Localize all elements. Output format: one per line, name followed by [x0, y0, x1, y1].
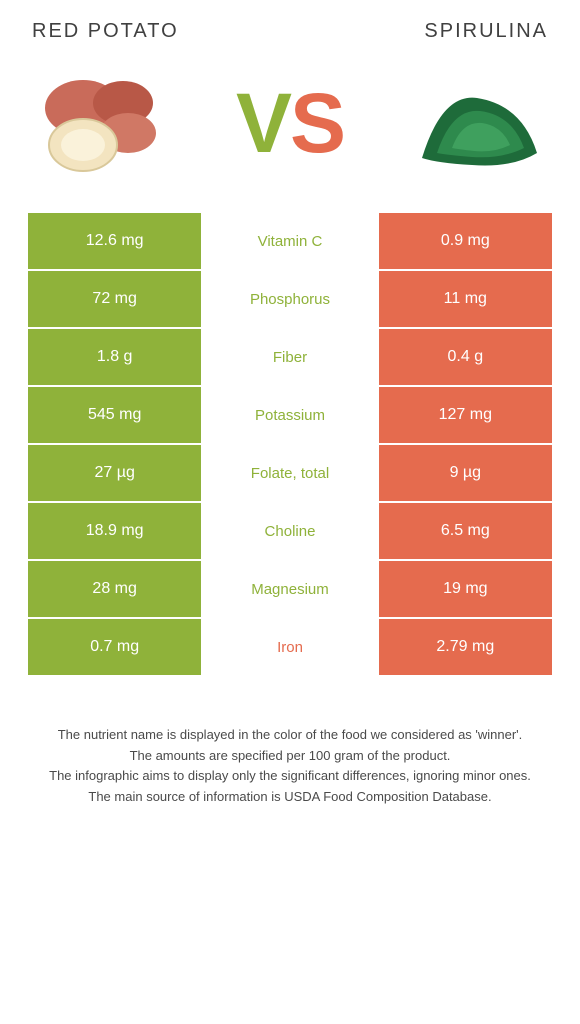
nutrient-table: 12.6 mgVitamin C0.9 mg72 mgPhosphorus11 …: [28, 213, 552, 675]
right-value: 2.79 mg: [379, 619, 552, 675]
nutrient-name: Potassium: [203, 387, 376, 443]
nutrient-name: Phosphorus: [203, 271, 376, 327]
right-value: 9 µg: [379, 445, 552, 501]
nutrient-row: 72 mgPhosphorus11 mg: [28, 271, 552, 327]
right-value: 127 mg: [379, 387, 552, 443]
nutrient-row: 0.7 mgIron2.79 mg: [28, 619, 552, 675]
nutrient-name: Vitamin C: [203, 213, 376, 269]
title-row: RED POTATO SPIRULINA: [28, 20, 552, 53]
nutrient-name: Fiber: [203, 329, 376, 385]
left-value: 1.8 g: [28, 329, 201, 385]
nutrient-row: 18.9 mgCholine6.5 mg: [28, 503, 552, 559]
right-value: 0.4 g: [379, 329, 552, 385]
footnote-line: The amounts are specified per 100 gram o…: [34, 746, 546, 766]
footnote-line: The main source of information is USDA F…: [34, 787, 546, 807]
vs-label: V S: [236, 81, 344, 165]
left-value: 27 µg: [28, 445, 201, 501]
spirulina-image: [402, 63, 552, 183]
left-value: 0.7 mg: [28, 619, 201, 675]
nutrient-row: 28 mgMagnesium19 mg: [28, 561, 552, 617]
left-value: 12.6 mg: [28, 213, 201, 269]
right-food-title: SPIRULINA: [424, 20, 548, 43]
hero-row: V S: [28, 53, 552, 213]
footnote-line: The infographic aims to display only the…: [34, 766, 546, 786]
right-value: 0.9 mg: [379, 213, 552, 269]
nutrient-name: Iron: [203, 619, 376, 675]
nutrient-row: 1.8 gFiber0.4 g: [28, 329, 552, 385]
nutrient-row: 12.6 mgVitamin C0.9 mg: [28, 213, 552, 269]
red-potato-image: [28, 63, 178, 183]
footnote-line: The nutrient name is displayed in the co…: [34, 725, 546, 745]
nutrient-name: Folate, total: [203, 445, 376, 501]
vs-v: V: [236, 81, 290, 165]
right-value: 19 mg: [379, 561, 552, 617]
left-value: 18.9 mg: [28, 503, 201, 559]
left-food-title: RED POTATO: [32, 20, 179, 43]
nutrient-name: Choline: [203, 503, 376, 559]
nutrient-row: 545 mgPotassium127 mg: [28, 387, 552, 443]
left-value: 28 mg: [28, 561, 201, 617]
left-value: 72 mg: [28, 271, 201, 327]
nutrient-row: 27 µgFolate, total9 µg: [28, 445, 552, 501]
vs-s: S: [290, 81, 344, 165]
right-value: 11 mg: [379, 271, 552, 327]
right-value: 6.5 mg: [379, 503, 552, 559]
footnotes: The nutrient name is displayed in the co…: [28, 675, 552, 806]
left-value: 545 mg: [28, 387, 201, 443]
nutrient-name: Magnesium: [203, 561, 376, 617]
